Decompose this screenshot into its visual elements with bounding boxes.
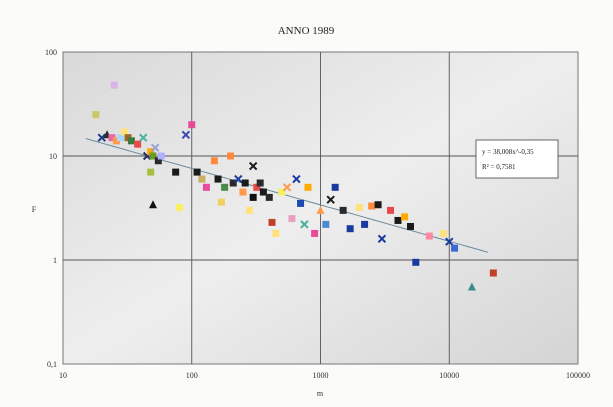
data-point [282, 183, 292, 192]
data-point [256, 179, 264, 187]
data-point [489, 269, 497, 277]
x-axis-label: m [317, 389, 324, 398]
data-point [346, 225, 354, 233]
grid-lines [63, 52, 578, 364]
data-point [120, 128, 128, 136]
data-point [412, 258, 420, 266]
data-point [175, 203, 183, 211]
data-point [451, 244, 459, 252]
data-point [394, 216, 402, 224]
equation-label: y = 38,008x^-0,35 [482, 148, 534, 156]
data-point [188, 121, 196, 129]
y-axis-label: F [32, 205, 37, 214]
data-point [149, 152, 157, 160]
data-point [259, 188, 267, 196]
data-point [245, 206, 253, 214]
x-tick-labels: 10 100 1000 10000 100000 [59, 371, 590, 380]
data-points [92, 81, 497, 291]
data-point [147, 168, 155, 176]
r-squared-label: R² = 0,7581 [482, 163, 516, 171]
data-point [139, 133, 148, 142]
data-point [147, 148, 155, 156]
data-point [217, 198, 225, 206]
data-point [288, 215, 296, 223]
x-tick-label: 100 [186, 371, 198, 380]
y-tick-label: 10 [49, 152, 57, 161]
data-point [108, 134, 116, 142]
data-point [268, 218, 276, 226]
equation-box: y = 38,008x^-0,35 R² = 0,7581 [475, 139, 559, 179]
data-point [92, 111, 100, 119]
x-tick-label: 10 [59, 371, 67, 380]
data-point [134, 140, 142, 148]
data-point [339, 206, 347, 214]
data-point [316, 205, 325, 214]
data-point [127, 137, 135, 145]
data-point [234, 174, 243, 184]
data-point [377, 234, 387, 243]
data-point [221, 183, 229, 191]
data-point [193, 168, 201, 176]
data-point [265, 193, 273, 201]
data-point [355, 203, 363, 211]
data-point [241, 179, 249, 187]
data-point [272, 229, 280, 237]
data-point [401, 213, 409, 221]
data-point [253, 183, 261, 191]
data-point [172, 168, 180, 176]
data-point [406, 222, 414, 230]
chart-title: ANNO 1989 [278, 25, 335, 37]
data-point [117, 134, 125, 142]
data-point [278, 188, 286, 196]
data-point [368, 202, 376, 210]
data-point [198, 175, 206, 183]
y-tick-labels: 100 10 1 0,1 [45, 48, 57, 369]
data-point [331, 183, 339, 191]
data-point [210, 157, 218, 165]
data-point [239, 188, 247, 196]
data-point [300, 220, 309, 229]
y-tick-label: 100 [45, 48, 57, 57]
data-point [97, 133, 106, 142]
data-point [361, 220, 369, 228]
data-point [374, 201, 382, 209]
x-tick-label: 100000 [566, 371, 590, 380]
data-point [467, 282, 476, 291]
data-point [322, 220, 330, 228]
data-point [148, 200, 157, 209]
x-tick-label: 1000 [313, 371, 329, 380]
data-point [445, 237, 454, 246]
data-point [297, 199, 305, 207]
data-point [202, 183, 210, 191]
data-point [304, 183, 312, 191]
x-tick-label: 10000 [439, 371, 459, 380]
data-point [439, 229, 447, 237]
y-tick-label: 0,1 [47, 360, 57, 369]
data-point [112, 137, 120, 145]
data-point [229, 179, 237, 187]
data-point [248, 161, 258, 171]
data-point [110, 81, 118, 89]
data-point [387, 206, 395, 214]
data-point [326, 195, 335, 204]
data-point [181, 130, 191, 139]
data-point [214, 175, 222, 183]
data-point [311, 229, 319, 237]
data-point [157, 152, 165, 160]
data-point [150, 143, 160, 152]
data-point [154, 157, 162, 165]
y-tick-label: 1 [53, 256, 57, 265]
data-point [227, 152, 235, 160]
data-point [425, 232, 433, 240]
data-point [292, 174, 301, 184]
data-point [249, 193, 257, 201]
